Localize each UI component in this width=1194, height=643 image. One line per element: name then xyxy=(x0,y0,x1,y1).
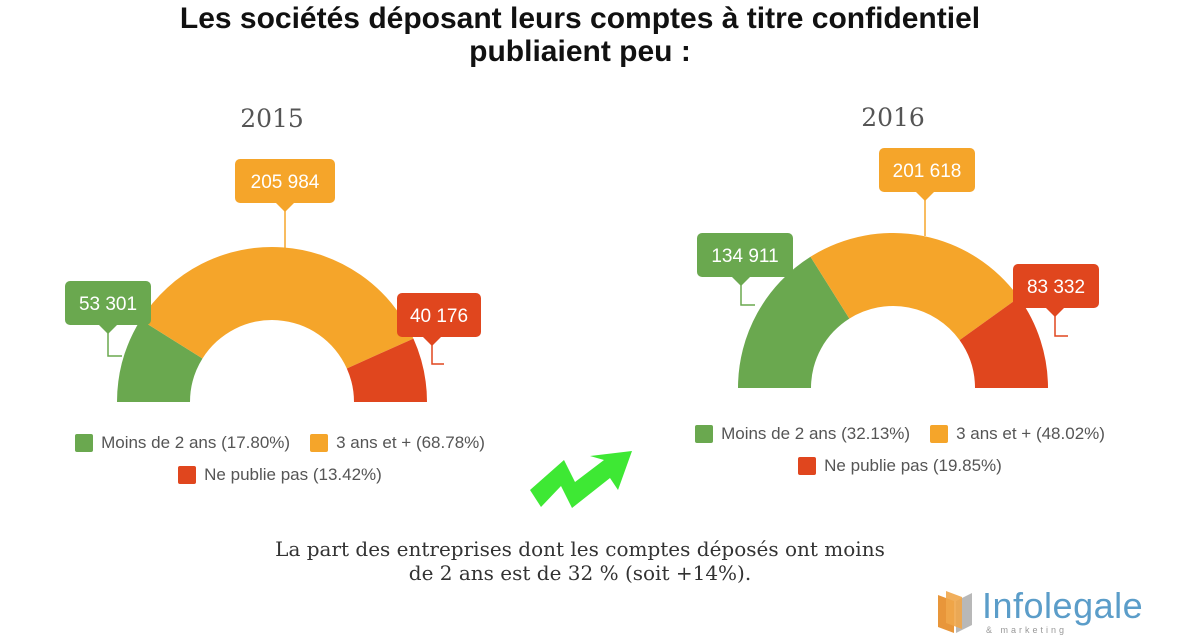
legend-swatch xyxy=(798,457,817,475)
logo-name: Infolegale xyxy=(982,585,1144,626)
legend-item: 3 ans et + (68.78%) xyxy=(310,433,485,453)
legend-item: 3 ans et + (48.02%) xyxy=(930,424,1105,444)
legend-label: Ne publie pas (19.85%) xyxy=(824,456,1002,475)
title-line-1: Les sociétés déposant leurs comptes à ti… xyxy=(179,2,981,35)
legend-label: 3 ans et + (48.02%) xyxy=(956,424,1105,443)
svg-text:134 911: 134 911 xyxy=(711,246,778,267)
legend-row: Moins de 2 ans (32.13%) 3 ans et + (48.02… xyxy=(640,424,1160,444)
legend-swatch xyxy=(75,434,94,452)
legend-label: Ne publie pas (13.42%) xyxy=(204,465,382,484)
svg-text:53 301: 53 301 xyxy=(79,294,137,315)
svg-text:83 332: 83 332 xyxy=(1027,277,1085,298)
legend-label: Moins de 2 ans (17.80%) xyxy=(101,433,291,452)
data-label: 83 332 xyxy=(1013,264,1099,337)
page-title: Les sociétés déposant leurs comptes à ti… xyxy=(0,2,1160,68)
legend-swatch xyxy=(310,434,329,452)
legend-swatch xyxy=(695,425,714,443)
slice-moins-de-2-ans xyxy=(738,256,850,388)
chart-title-2016: 2016 xyxy=(861,103,925,132)
slice-moins-de-2-ans xyxy=(117,319,203,402)
legend-item: Moins de 2 ans (32.13%) xyxy=(695,424,910,444)
caption: La part des entreprises dont les comptes… xyxy=(170,537,990,585)
legend-row: Ne publie pas (19.85%) xyxy=(640,456,1160,476)
legend-item: Ne publie pas (13.42%) xyxy=(178,465,382,485)
legend-2015: Moins de 2 ans (17.80%) 3 ans et + (68.78… xyxy=(20,433,540,497)
legend-label: Moins de 2 ans (32.13%) xyxy=(721,424,911,443)
slice-3-ans-et-+ xyxy=(140,246,414,369)
trend-arrow-shape xyxy=(530,451,632,508)
caption-line-1: La part des entreprises dont les comptes… xyxy=(275,537,885,561)
slice-ne-publie-pas xyxy=(959,297,1048,388)
caption-line-2: de 2 ans est de 32 % (soit +14%). xyxy=(408,561,752,585)
legend-2016: Moins de 2 ans (32.13%) 3 ans et + (48.02… xyxy=(640,424,1160,488)
legend-swatch xyxy=(178,466,197,484)
legend-item: Moins de 2 ans (17.80%) xyxy=(75,433,290,453)
legend-label: 3 ans et + (68.78%) xyxy=(336,433,485,452)
slice-3-ans-et-+ xyxy=(810,232,1019,341)
logo-tagline: & marketing xyxy=(986,625,1068,635)
chart-title-2015: 2015 xyxy=(240,104,304,133)
svg-text:40 176: 40 176 xyxy=(410,306,468,327)
legend-item: Ne publie pas (19.85%) xyxy=(798,456,1002,476)
logo: Infolegale & marketing xyxy=(932,583,1182,639)
data-label: 201 618 xyxy=(879,148,975,236)
legend-swatch xyxy=(930,425,949,443)
data-label: 134 911 xyxy=(697,233,793,306)
legend-row: Moins de 2 ans (17.80%) 3 ans et + (68.78… xyxy=(20,433,540,453)
legend-row: Ne publie pas (13.42%) xyxy=(20,465,540,485)
title-line-2: publiaient peu : xyxy=(469,35,691,68)
data-label: 53 301 xyxy=(65,281,151,357)
svg-text:205 984: 205 984 xyxy=(251,172,320,193)
svg-text:201 618: 201 618 xyxy=(893,161,962,182)
logo-icon xyxy=(938,591,972,633)
data-label: 205 984 xyxy=(235,159,335,248)
slice-ne-publie-pas xyxy=(346,338,427,402)
data-label: 40 176 xyxy=(397,293,481,365)
